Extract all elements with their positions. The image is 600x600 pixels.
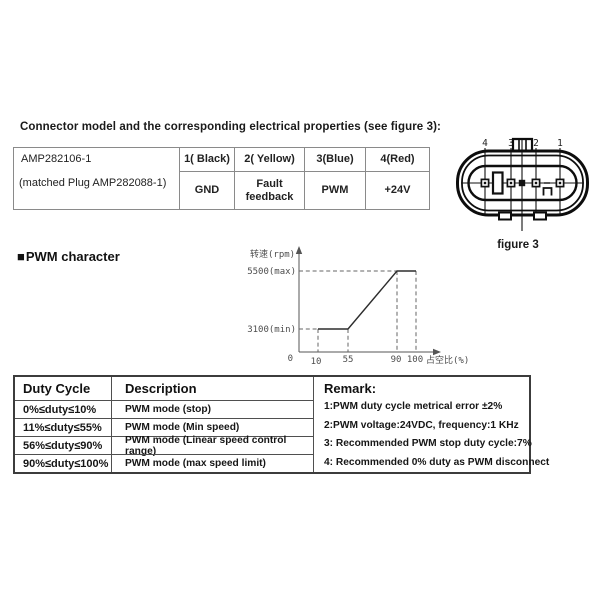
pin-contact-icons (480, 178, 565, 188)
figure-pin-label-3: 3 (508, 138, 514, 149)
duty-row-2-range: 11%≤duty≤55% (15, 418, 111, 436)
chart-y-axis-label: 转速(rpm) (250, 248, 295, 260)
remark-item-2: 2:PWM voltage:24VDC, frequency:1 KHz (324, 419, 519, 431)
remark-panel: Remark: 1:PWM duty cycle metrical error … (313, 377, 550, 472)
remark-title: Remark: (324, 381, 377, 396)
pwm-heading-label: PWM character (25, 249, 120, 264)
remark-item-4: 4: Recommended 0% duty as PWM disconnect (324, 456, 550, 468)
pin-header-red: 4(Red) (365, 148, 429, 171)
chart-xtick-100: 100 (407, 355, 423, 365)
remark-item-1: 1:PWM duty cycle metrical error ±2% (324, 401, 503, 412)
chart-x-axis-label: 占空比(%) (426, 354, 469, 366)
figure-caption: figure 3 (497, 239, 539, 251)
pin-signal-pwm: PWM (304, 171, 365, 209)
y-axis-arrow-icon (295, 246, 303, 254)
connector-model-cell: AMP282106-1 (matched Plug AMP282088-1) (14, 148, 179, 209)
pwm-section-heading: ■PWM character (17, 249, 120, 264)
figure-pin-label-1: 1 (557, 138, 563, 149)
chart-xtick-55: 55 (343, 355, 354, 365)
duty-row-3-range: 56%≤duty≤90% (15, 436, 111, 454)
latch-tab-icon (511, 137, 534, 152)
pin-header-yellow: 2( Yellow) (234, 148, 304, 171)
pin-signal-24v: +24V (365, 171, 429, 209)
description-col-header: Description (111, 377, 313, 400)
pin-signal-gnd: GND (179, 171, 234, 209)
duty-cycle-table: Duty Cycle Description 0%≤duty≤10% PWM m… (13, 375, 550, 474)
pwm-rpm-chart: 转速(rpm) 5500(max) 3100(min) 0 10 55 90 1… (247, 246, 469, 367)
polarization-notch-icon (542, 187, 553, 196)
duty-row-4-range: 90%≤duty≤100% (15, 454, 111, 472)
chart-ytick-max: 5500(max) (247, 267, 296, 277)
pin-signal-fault: Fault feedback (234, 171, 304, 209)
square-bullet-icon: ■ (17, 249, 25, 264)
pin-header-blue: 3(Blue) (304, 148, 365, 171)
duty-row-3-desc: PWM mode (Linear speed control range) (111, 435, 313, 457)
chart-xtick-10: 10 (311, 357, 322, 367)
connector-figure-drawing: 4 3 2 1 (456, 137, 589, 231)
keying-slot-icon (491, 171, 504, 195)
connector-pinout-table: AMP282106-1 (matched Plug AMP282088-1) 1… (13, 147, 430, 210)
connector-section-heading: Connector model and the corresponding el… (20, 121, 441, 133)
chart-axes (298, 251, 436, 353)
remark-item-3: 3: Recommended PWM stop duty cycle:7% (324, 438, 532, 449)
figure-pin-label-4: 4 (482, 138, 488, 149)
x-axis-arrow-icon (433, 348, 441, 356)
figure-pin-label-2: 2 (533, 138, 539, 149)
chart-reference-dashes (299, 270, 417, 352)
chart-xtick-90: 90 (391, 355, 402, 365)
mounting-tab-icons (498, 211, 547, 221)
chart-origin-label: 0 (288, 354, 293, 364)
duty-row-4-desc: PWM mode (max speed limit) (111, 454, 313, 472)
rpm-curve (318, 270, 416, 330)
duty-row-1-range: 0%≤duty≤10% (15, 400, 111, 418)
duty-row-2-desc: PWM mode (Min speed) (111, 418, 313, 436)
duty-col-header: Duty Cycle (23, 381, 91, 396)
connector-model: AMP282106-1 (21, 153, 92, 165)
duty-row-1-desc: PWM mode (stop) (111, 400, 313, 418)
pin-header-black: 1( Black) (179, 148, 234, 171)
chart-ytick-min: 3100(min) (247, 325, 296, 335)
matched-plug: (matched Plug AMP282088-1) (19, 177, 167, 189)
